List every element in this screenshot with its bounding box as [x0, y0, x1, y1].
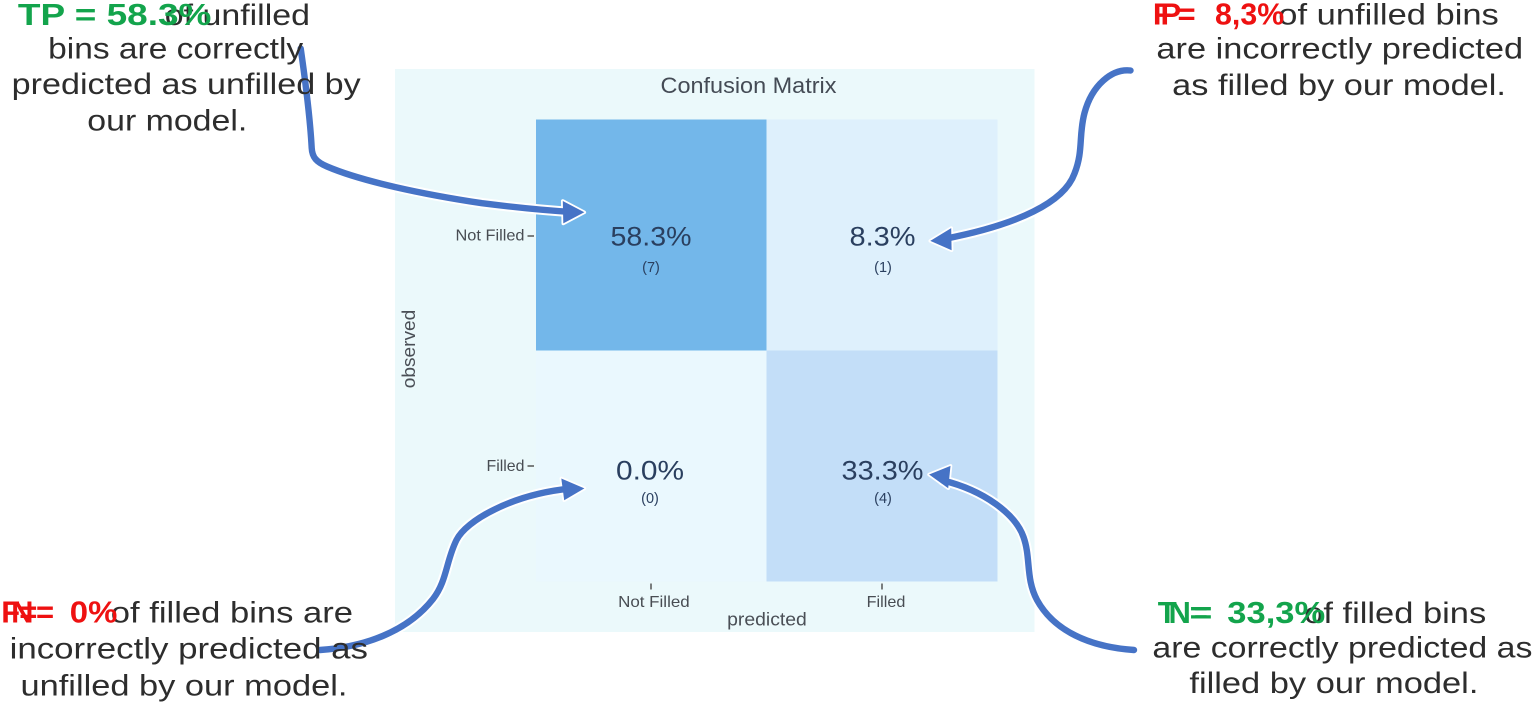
svg-text:33.3%: 33.3%	[842, 456, 924, 486]
svg-text:bins are correctly: bins are correctly	[48, 33, 303, 66]
svg-text:Filled: Filled	[867, 594, 906, 611]
svg-text:0.0%: 0.0%	[616, 456, 684, 486]
svg-text:observed: observed	[399, 310, 419, 389]
svg-text:Not Filled: Not Filled	[456, 228, 525, 245]
svg-text:FN==: FN==	[1, 595, 54, 630]
svg-text:FP=: FP=	[1153, 0, 1196, 32]
svg-text:incorrectly predicted as: incorrectly predicted as	[10, 633, 368, 666]
svg-text:as filled by our model.: as filled by our model.	[1172, 69, 1506, 102]
svg-text:(1): (1)	[874, 260, 892, 276]
svg-text:are correctly predicted as: are correctly predicted as	[1152, 631, 1532, 664]
svg-text:Filled: Filled	[487, 458, 525, 475]
svg-text:8,3%: 8,3%	[1215, 0, 1284, 32]
svg-text:our model.: our model.	[87, 104, 247, 137]
svg-text:33,3%: 33,3%	[1227, 595, 1325, 630]
svg-text:are incorrectly predicted: are incorrectly predicted	[1156, 33, 1523, 66]
svg-text:0%: 0%	[70, 595, 118, 630]
svg-text:of filled bins: of filled bins	[1304, 597, 1486, 630]
svg-text:(0): (0)	[641, 491, 659, 507]
svg-text:(4): (4)	[874, 491, 892, 507]
svg-text:unfilled by our model.: unfilled by our model.	[21, 669, 348, 702]
svg-text:filled by our model.: filled by our model.	[1189, 667, 1478, 700]
svg-text:of unfilled bins: of unfilled bins	[1278, 0, 1499, 32]
svg-text:of unfilled: of unfilled	[165, 0, 310, 32]
svg-text:Confusion Matrix: Confusion Matrix	[661, 73, 837, 98]
svg-text:predicted: predicted	[727, 610, 807, 630]
svg-text:of filled bins are: of filled bins are	[111, 597, 353, 630]
svg-text:Not Filled: Not Filled	[618, 594, 690, 611]
svg-text:58.3%: 58.3%	[611, 222, 692, 252]
svg-text:TN==: TN==	[1158, 595, 1212, 630]
svg-text:predicted as unfilled by: predicted as unfilled by	[12, 68, 361, 101]
svg-text:(7): (7)	[642, 260, 660, 276]
svg-text:8.3%: 8.3%	[850, 222, 916, 252]
svg-text:TP = 58.3%: TP = 58.3%	[18, 0, 212, 32]
